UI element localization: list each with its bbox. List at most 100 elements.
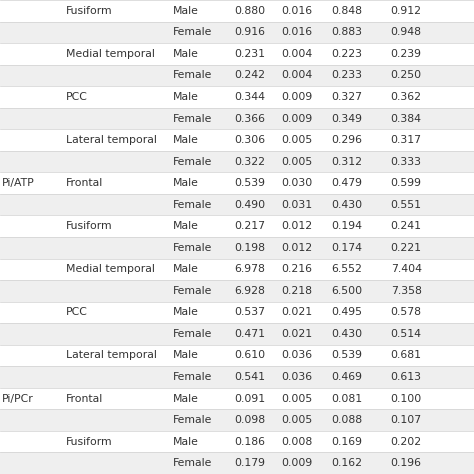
Text: 0.169: 0.169 <box>331 437 363 447</box>
Text: 0.366: 0.366 <box>234 113 265 124</box>
Text: 0.312: 0.312 <box>331 156 363 166</box>
Text: Lateral temporal: Lateral temporal <box>66 135 157 145</box>
Text: Female: Female <box>173 415 212 425</box>
Text: 0.948: 0.948 <box>391 27 422 37</box>
Bar <box>0 21 474 43</box>
Text: Female: Female <box>173 113 212 124</box>
Text: Male: Male <box>173 308 199 318</box>
Text: 0.514: 0.514 <box>391 329 422 339</box>
Text: 0.004: 0.004 <box>282 71 313 81</box>
Text: 0.344: 0.344 <box>234 92 265 102</box>
Text: 0.005: 0.005 <box>282 415 313 425</box>
Text: 0.179: 0.179 <box>234 458 265 468</box>
Text: 0.217: 0.217 <box>234 221 265 231</box>
Text: 0.216: 0.216 <box>282 264 313 274</box>
Bar <box>0 453 474 474</box>
Text: 0.541: 0.541 <box>234 372 265 382</box>
Text: Male: Male <box>173 350 199 361</box>
Bar <box>0 0 474 21</box>
Text: 0.242: 0.242 <box>234 71 265 81</box>
Bar <box>0 388 474 410</box>
Text: Male: Male <box>173 49 199 59</box>
Text: 0.091: 0.091 <box>234 393 265 403</box>
Text: 0.322: 0.322 <box>234 156 265 166</box>
Text: Medial temporal: Medial temporal <box>66 49 155 59</box>
Text: Female: Female <box>173 243 212 253</box>
Text: Fusiform: Fusiform <box>66 6 113 16</box>
Text: 0.107: 0.107 <box>391 415 422 425</box>
Text: 0.012: 0.012 <box>282 221 313 231</box>
Text: 0.174: 0.174 <box>331 243 363 253</box>
Text: 0.012: 0.012 <box>282 243 313 253</box>
Bar <box>0 173 474 194</box>
Text: 0.218: 0.218 <box>282 286 313 296</box>
Text: Female: Female <box>173 200 212 210</box>
Bar <box>0 64 474 86</box>
Text: Female: Female <box>173 156 212 166</box>
Bar <box>0 301 474 323</box>
Text: 7.404: 7.404 <box>391 264 422 274</box>
Bar <box>0 43 474 64</box>
Text: 0.317: 0.317 <box>391 135 422 145</box>
Bar <box>0 151 474 173</box>
Text: 0.016: 0.016 <box>282 6 313 16</box>
Bar <box>0 194 474 216</box>
Bar <box>0 410 474 431</box>
Text: 0.362: 0.362 <box>391 92 422 102</box>
Text: Male: Male <box>173 437 199 447</box>
Text: 0.233: 0.233 <box>331 71 363 81</box>
Text: 0.430: 0.430 <box>331 200 363 210</box>
Text: Frontal: Frontal <box>66 178 103 188</box>
Text: 0.327: 0.327 <box>331 92 363 102</box>
Bar <box>0 129 474 151</box>
Text: Female: Female <box>173 27 212 37</box>
Text: 0.081: 0.081 <box>331 393 363 403</box>
Text: 6.500: 6.500 <box>331 286 363 296</box>
Bar <box>0 323 474 345</box>
Text: 0.221: 0.221 <box>391 243 422 253</box>
Bar <box>0 366 474 388</box>
Text: 0.471: 0.471 <box>234 329 265 339</box>
Text: 0.202: 0.202 <box>391 437 422 447</box>
Text: 0.880: 0.880 <box>234 6 265 16</box>
Text: 0.009: 0.009 <box>282 92 313 102</box>
Text: Male: Male <box>173 135 199 145</box>
Text: 0.030: 0.030 <box>282 178 313 188</box>
Text: 0.250: 0.250 <box>391 71 422 81</box>
Text: 7.358: 7.358 <box>391 286 421 296</box>
Bar <box>0 86 474 108</box>
Text: 6.978: 6.978 <box>234 264 265 274</box>
Text: PCC: PCC <box>66 308 88 318</box>
Text: 0.016: 0.016 <box>282 27 313 37</box>
Text: 0.883: 0.883 <box>331 27 363 37</box>
Text: 0.198: 0.198 <box>234 243 265 253</box>
Text: 0.333: 0.333 <box>391 156 422 166</box>
Text: 0.004: 0.004 <box>282 49 313 59</box>
Text: 0.005: 0.005 <box>282 135 313 145</box>
Text: 0.539: 0.539 <box>331 350 363 361</box>
Text: 0.578: 0.578 <box>391 308 422 318</box>
Text: 0.194: 0.194 <box>331 221 363 231</box>
Text: 0.100: 0.100 <box>391 393 422 403</box>
Text: 0.681: 0.681 <box>391 350 422 361</box>
Bar <box>0 216 474 237</box>
Text: 0.088: 0.088 <box>331 415 363 425</box>
Text: 0.551: 0.551 <box>391 200 422 210</box>
Text: 0.539: 0.539 <box>234 178 265 188</box>
Text: 0.162: 0.162 <box>331 458 363 468</box>
Text: Female: Female <box>173 71 212 81</box>
Text: 0.599: 0.599 <box>391 178 422 188</box>
Text: 0.613: 0.613 <box>391 372 422 382</box>
Text: 0.098: 0.098 <box>234 415 265 425</box>
Text: 0.241: 0.241 <box>391 221 422 231</box>
Bar <box>0 108 474 129</box>
Text: 6.928: 6.928 <box>234 286 265 296</box>
Text: Male: Male <box>173 178 199 188</box>
Text: 0.223: 0.223 <box>331 49 363 59</box>
Text: 0.384: 0.384 <box>391 113 422 124</box>
Text: Fusiform: Fusiform <box>66 437 113 447</box>
Text: Female: Female <box>173 286 212 296</box>
Bar <box>0 345 474 366</box>
Text: 0.610: 0.610 <box>234 350 265 361</box>
Text: 6.552: 6.552 <box>331 264 362 274</box>
